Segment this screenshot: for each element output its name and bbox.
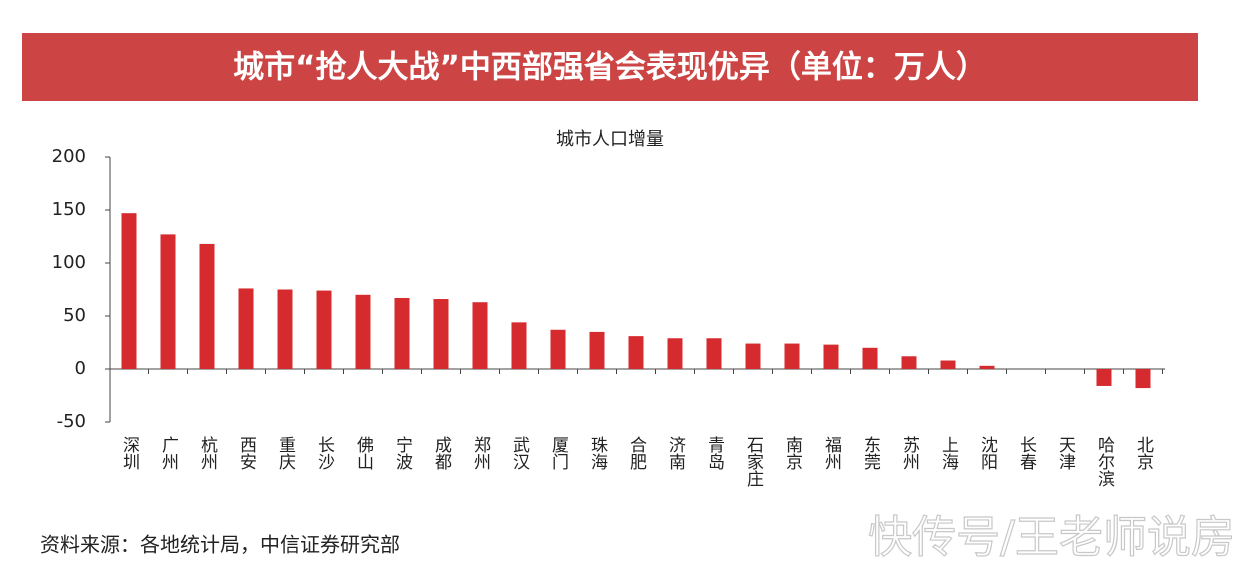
bar — [1135, 369, 1151, 389]
x-tick-label: 重庆 — [275, 436, 296, 470]
bar — [511, 322, 527, 369]
y-tick-label: 0 — [75, 358, 86, 379]
bar — [628, 336, 644, 369]
x-tick-label: 成都 — [431, 436, 452, 470]
x-tick-label: 杭州 — [197, 436, 218, 470]
x-tick-label: 石家庄 — [743, 436, 764, 487]
x-tick-label: 广州 — [158, 436, 179, 470]
bar — [277, 289, 293, 369]
x-tick-label: 郑州 — [470, 436, 491, 470]
x-tick-label: 天津 — [1055, 436, 1076, 470]
bar — [745, 343, 761, 369]
bar — [199, 243, 215, 369]
y-tick-label: 50 — [63, 305, 86, 326]
bar — [433, 299, 449, 369]
bar — [823, 344, 839, 369]
banner-background — [22, 33, 1198, 101]
bar — [121, 213, 137, 369]
x-tick-label: 厦门 — [548, 436, 569, 471]
watermark: 快传号/王老师说房 — [868, 512, 1235, 563]
y-tick-label: -50 — [57, 411, 86, 432]
bar — [550, 329, 566, 369]
x-tick-label: 长春 — [1016, 436, 1037, 470]
source-note: 资料来源：各地统计局，中信证券研究部 — [40, 533, 400, 557]
x-tick-label: 南京 — [782, 436, 803, 471]
y-tick-label: 200 — [52, 146, 86, 167]
bar — [355, 294, 371, 369]
bar — [706, 338, 722, 369]
y-tick-label: 150 — [52, 199, 86, 220]
x-tick-label: 苏州 — [899, 436, 920, 470]
x-tick-label: 青岛 — [704, 436, 724, 471]
bar — [394, 297, 410, 369]
x-tick-label: 福州 — [821, 436, 842, 470]
x-tick-label: 西安 — [236, 436, 256, 470]
bar — [901, 356, 917, 369]
bar — [667, 338, 683, 369]
chart-title: 城市人口增量 — [556, 129, 664, 150]
y-tick-label: 100 — [52, 252, 86, 273]
banner-title: 城市“抢人大战”中西部强省会表现优异（单位：万人） — [233, 50, 987, 86]
x-tick-label: 沈阳 — [977, 436, 998, 470]
bar — [160, 234, 176, 369]
bar — [1096, 369, 1112, 386]
x-tick-label: 长沙 — [314, 436, 335, 470]
bar — [589, 331, 605, 369]
x-tick-label: 武汉 — [509, 436, 530, 470]
x-tick-label: 宁波 — [392, 436, 413, 470]
bar — [979, 365, 995, 369]
x-tick-label: 深圳 — [119, 436, 140, 470]
bar — [940, 360, 956, 369]
x-tick-label: 上海 — [938, 436, 959, 471]
bar — [238, 288, 254, 369]
bar — [862, 347, 878, 369]
x-tick-label: 佛山 — [353, 436, 374, 470]
x-tick-label: 珠海 — [587, 436, 608, 471]
bar — [472, 302, 488, 369]
x-tick-label: 北京 — [1133, 436, 1154, 471]
x-tick-label: 东莞 — [860, 436, 881, 470]
x-tick-label: 哈尔滨 — [1094, 436, 1115, 487]
x-tick-label: 济南 — [665, 436, 686, 470]
x-tick-label: 合肥 — [626, 436, 647, 470]
bar — [316, 290, 332, 369]
bar — [784, 343, 800, 369]
